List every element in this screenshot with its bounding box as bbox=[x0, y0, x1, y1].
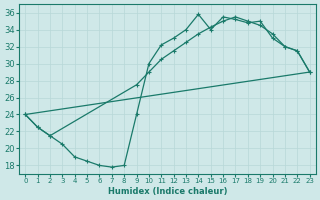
X-axis label: Humidex (Indice chaleur): Humidex (Indice chaleur) bbox=[108, 187, 227, 196]
